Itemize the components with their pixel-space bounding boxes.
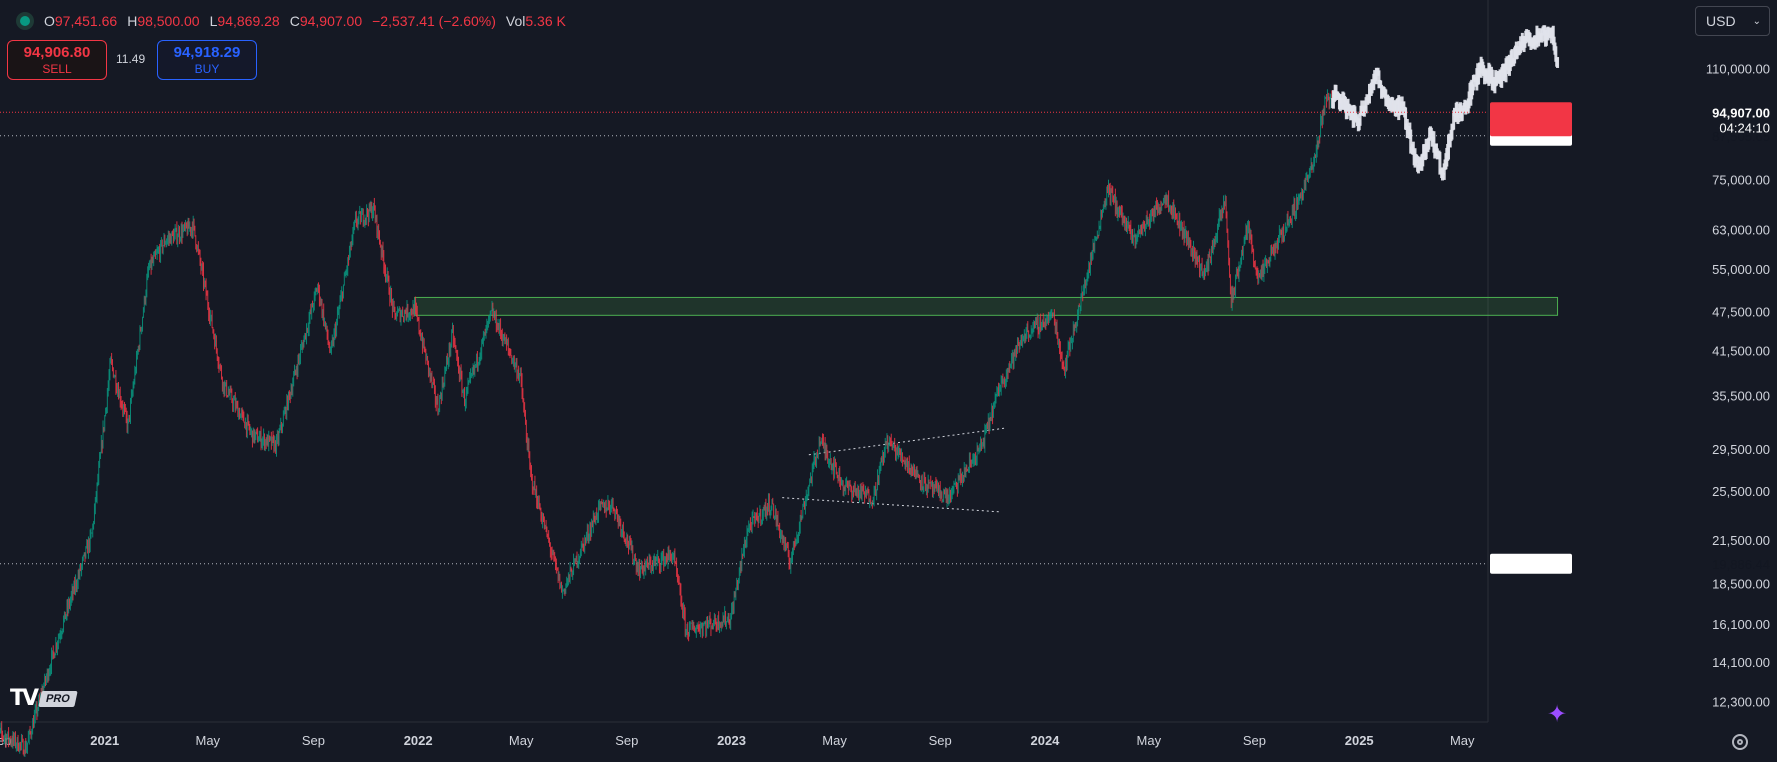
change-value: −2,537.41 (−2.60%) [372,13,496,29]
trendline [808,427,1005,456]
volume-label: Vol [505,13,526,29]
high-value: 98,500.00 [137,13,200,29]
time-axis-panel [0,722,1777,757]
x-tick-label: Sep [615,733,638,748]
close-label: C [289,13,300,29]
market-status-icon [20,16,30,26]
low-value: 94,869.28 [217,13,280,29]
low-label: L [209,13,218,29]
x-tick-label: 2023 [717,733,746,748]
current-price-label: 94,907.00 [1712,105,1770,120]
close-value: 94,907.00 [299,13,363,29]
x-tick-label: Sep [929,733,952,748]
currency-select[interactable]: USD ⌄ [1695,6,1770,36]
assistant-sparkle-icon[interactable]: ✦ [1547,701,1568,728]
chevron-down-icon: ⌄ [1752,15,1761,27]
x-tick-label: 2022 [404,733,433,748]
ohlc-legend: O 97,451.66 H 98,500.00 L 94,869.28 C 94… [10,10,566,32]
x-tick-label: 2024 [1030,733,1060,748]
y-tick-label: 41,500.00 [1712,343,1770,358]
trendline [782,497,1001,513]
x-tick-label: 2025 [1345,733,1374,748]
support-zone [414,296,1559,316]
pro-badge: PRO [38,690,78,707]
y-tick-label: 110,000.00 [1706,62,1770,77]
y-tick-label: 47,500.00 [1712,304,1770,319]
sell-label: SELL [42,62,72,76]
x-tick-label: May [509,733,534,748]
volume-value: 5.36 K [525,13,566,29]
x-tick-label: May [1137,733,1162,748]
level-label-text: 87,505.65 [1712,129,1770,144]
current-price-tag [1490,102,1572,137]
y-tick-label: 18,500.00 [1712,577,1770,592]
spread-value: 11.49 [116,52,146,66]
open-label: O [44,13,55,29]
x-tick-label: Sep [1243,733,1266,748]
y-tick-label: 14,100.00 [1712,655,1770,670]
x-tick-label: May [822,733,847,748]
tradingview-logo[interactable]: TV PRO [10,686,78,711]
currency-value: USD [1706,13,1736,29]
y-tick-label: 55,000.00 [1712,262,1770,277]
open-value: 97,451.66 [54,13,118,29]
x-tick-label: May [1450,733,1475,748]
buy-label: BUY [194,62,220,76]
sell-price: 94,906.80 [23,44,91,61]
y-tick-label: 29,500.00 [1712,442,1770,457]
y-tick-label: 75,000.00 [1712,172,1770,187]
y-tick-label: 25,500.00 [1712,484,1770,499]
sell-button[interactable]: 94,906.80 SELL [7,40,107,80]
y-tick-label: 12,300.00 [1712,695,1770,710]
y-tick-label: 63,000.00 [1712,223,1770,238]
buy-button[interactable]: 94,918.29 BUY [157,40,257,80]
y-tick-label: 21,500.00 [1712,533,1770,548]
y-tick-label: 16,100.00 [1712,617,1770,632]
buy-price: 94,918.29 [173,44,241,61]
settings-icon[interactable] [1732,734,1748,750]
x-tick-label: Sep [302,733,325,748]
bar-countdown-label: 04:24:10 [1719,120,1770,135]
x-tick-label: May [196,733,221,748]
high-label: H [127,13,138,29]
x-tick-label: 2021 [90,733,119,748]
level-label-text: 19,886.44 [1712,557,1770,572]
y-tick-label: 35,500.00 [1712,388,1770,403]
logo-mark: TV [10,686,39,711]
level-label-box [1490,553,1572,574]
